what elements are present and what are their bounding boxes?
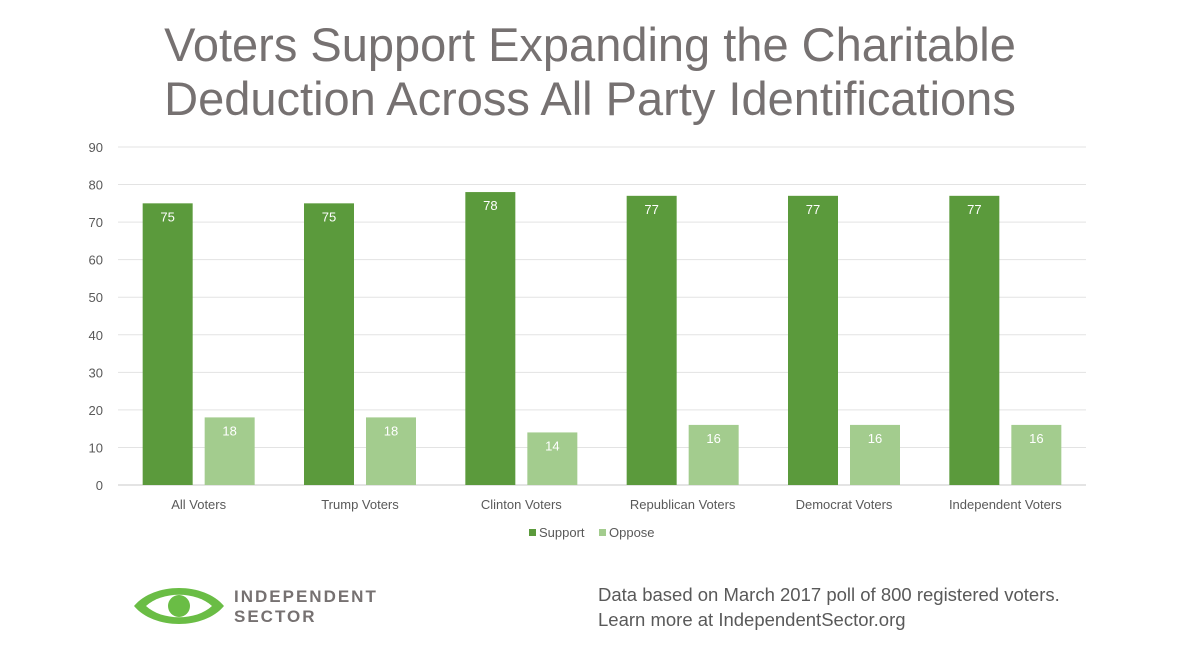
x-tick-label: Clinton Voters — [481, 497, 562, 512]
x-tick-label: Democrat Voters — [796, 497, 893, 512]
legend-swatch-oppose — [599, 529, 606, 536]
data-label: 75 — [322, 209, 336, 224]
chart-title-line-2: Deduction Across All Party Identificatio… — [164, 72, 1016, 125]
y-tick-label: 20 — [89, 403, 103, 418]
y-tick-label: 60 — [89, 253, 103, 268]
bar-oppose — [688, 424, 739, 485]
x-tick-label: Trump Voters — [321, 497, 399, 512]
data-label: 16 — [706, 431, 720, 446]
logo-line-1: INDEPENDENT — [234, 587, 378, 606]
legend-swatch-support — [529, 529, 536, 536]
bar-support — [142, 203, 193, 486]
bar-support — [949, 195, 1000, 486]
bar-oppose — [366, 417, 416, 485]
bar-support — [304, 203, 354, 486]
legend-entry-support: Support — [539, 525, 585, 540]
y-tick-label: 10 — [89, 440, 103, 455]
footnote-line-1: Data based on March 2017 poll of 800 reg… — [598, 584, 1060, 605]
logo-wordmark: INDEPENDENT SECTOR — [234, 587, 378, 627]
bar-support — [626, 195, 677, 486]
y-tick-label: 80 — [89, 178, 103, 193]
chart-title: Voters Support Expanding the Charitable … — [0, 18, 1180, 126]
chart-title-line-1: Voters Support Expanding the Charitable — [164, 18, 1016, 71]
data-label: 16 — [1029, 431, 1043, 446]
y-tick-label: 0 — [96, 478, 103, 493]
bar-support — [465, 192, 516, 486]
data-label: 14 — [545, 438, 559, 453]
y-tick-label: 30 — [89, 365, 103, 380]
x-tick-label: All Voters — [171, 497, 226, 512]
data-label: 78 — [483, 198, 497, 213]
y-tick-label: 50 — [89, 290, 103, 305]
bar-oppose — [204, 417, 255, 485]
bar-support — [788, 195, 838, 486]
x-tick-label: Independent Voters — [949, 497, 1062, 512]
bar-oppose — [1011, 424, 1062, 485]
eye-logo-icon — [134, 588, 224, 624]
footnote: Data based on March 2017 poll of 800 reg… — [598, 582, 1060, 632]
y-tick-label: 40 — [89, 328, 103, 343]
data-label: 16 — [868, 431, 882, 446]
y-tick-label: 70 — [89, 215, 103, 230]
bar-chart: 0 10 20 30 40 50 60 70 80 90 75 18 All Voters 75 18 Tru… — [89, 140, 1086, 540]
x-tick-label: Republican Voters — [630, 497, 736, 512]
legend-entry-oppose: Oppose — [609, 525, 655, 540]
data-label: 75 — [160, 209, 174, 224]
bar-oppose — [850, 424, 900, 485]
data-label: 77 — [967, 202, 981, 217]
data-label: 18 — [222, 423, 236, 438]
data-label: 77 — [644, 202, 658, 217]
y-tick-label: 90 — [89, 140, 103, 155]
logo-line-2: SECTOR — [234, 607, 317, 626]
data-label: 18 — [384, 423, 398, 438]
data-label: 77 — [806, 202, 820, 217]
bar-oppose — [527, 432, 578, 485]
footnote-line-2: Learn more at IndependentSector.org — [598, 609, 906, 630]
